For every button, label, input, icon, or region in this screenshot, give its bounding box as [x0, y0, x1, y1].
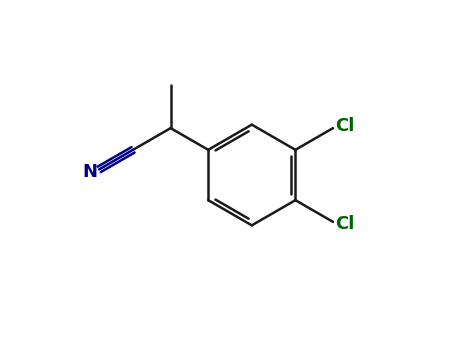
Text: Cl: Cl [335, 215, 354, 233]
Text: N: N [82, 163, 97, 181]
Text: Cl: Cl [335, 117, 354, 135]
